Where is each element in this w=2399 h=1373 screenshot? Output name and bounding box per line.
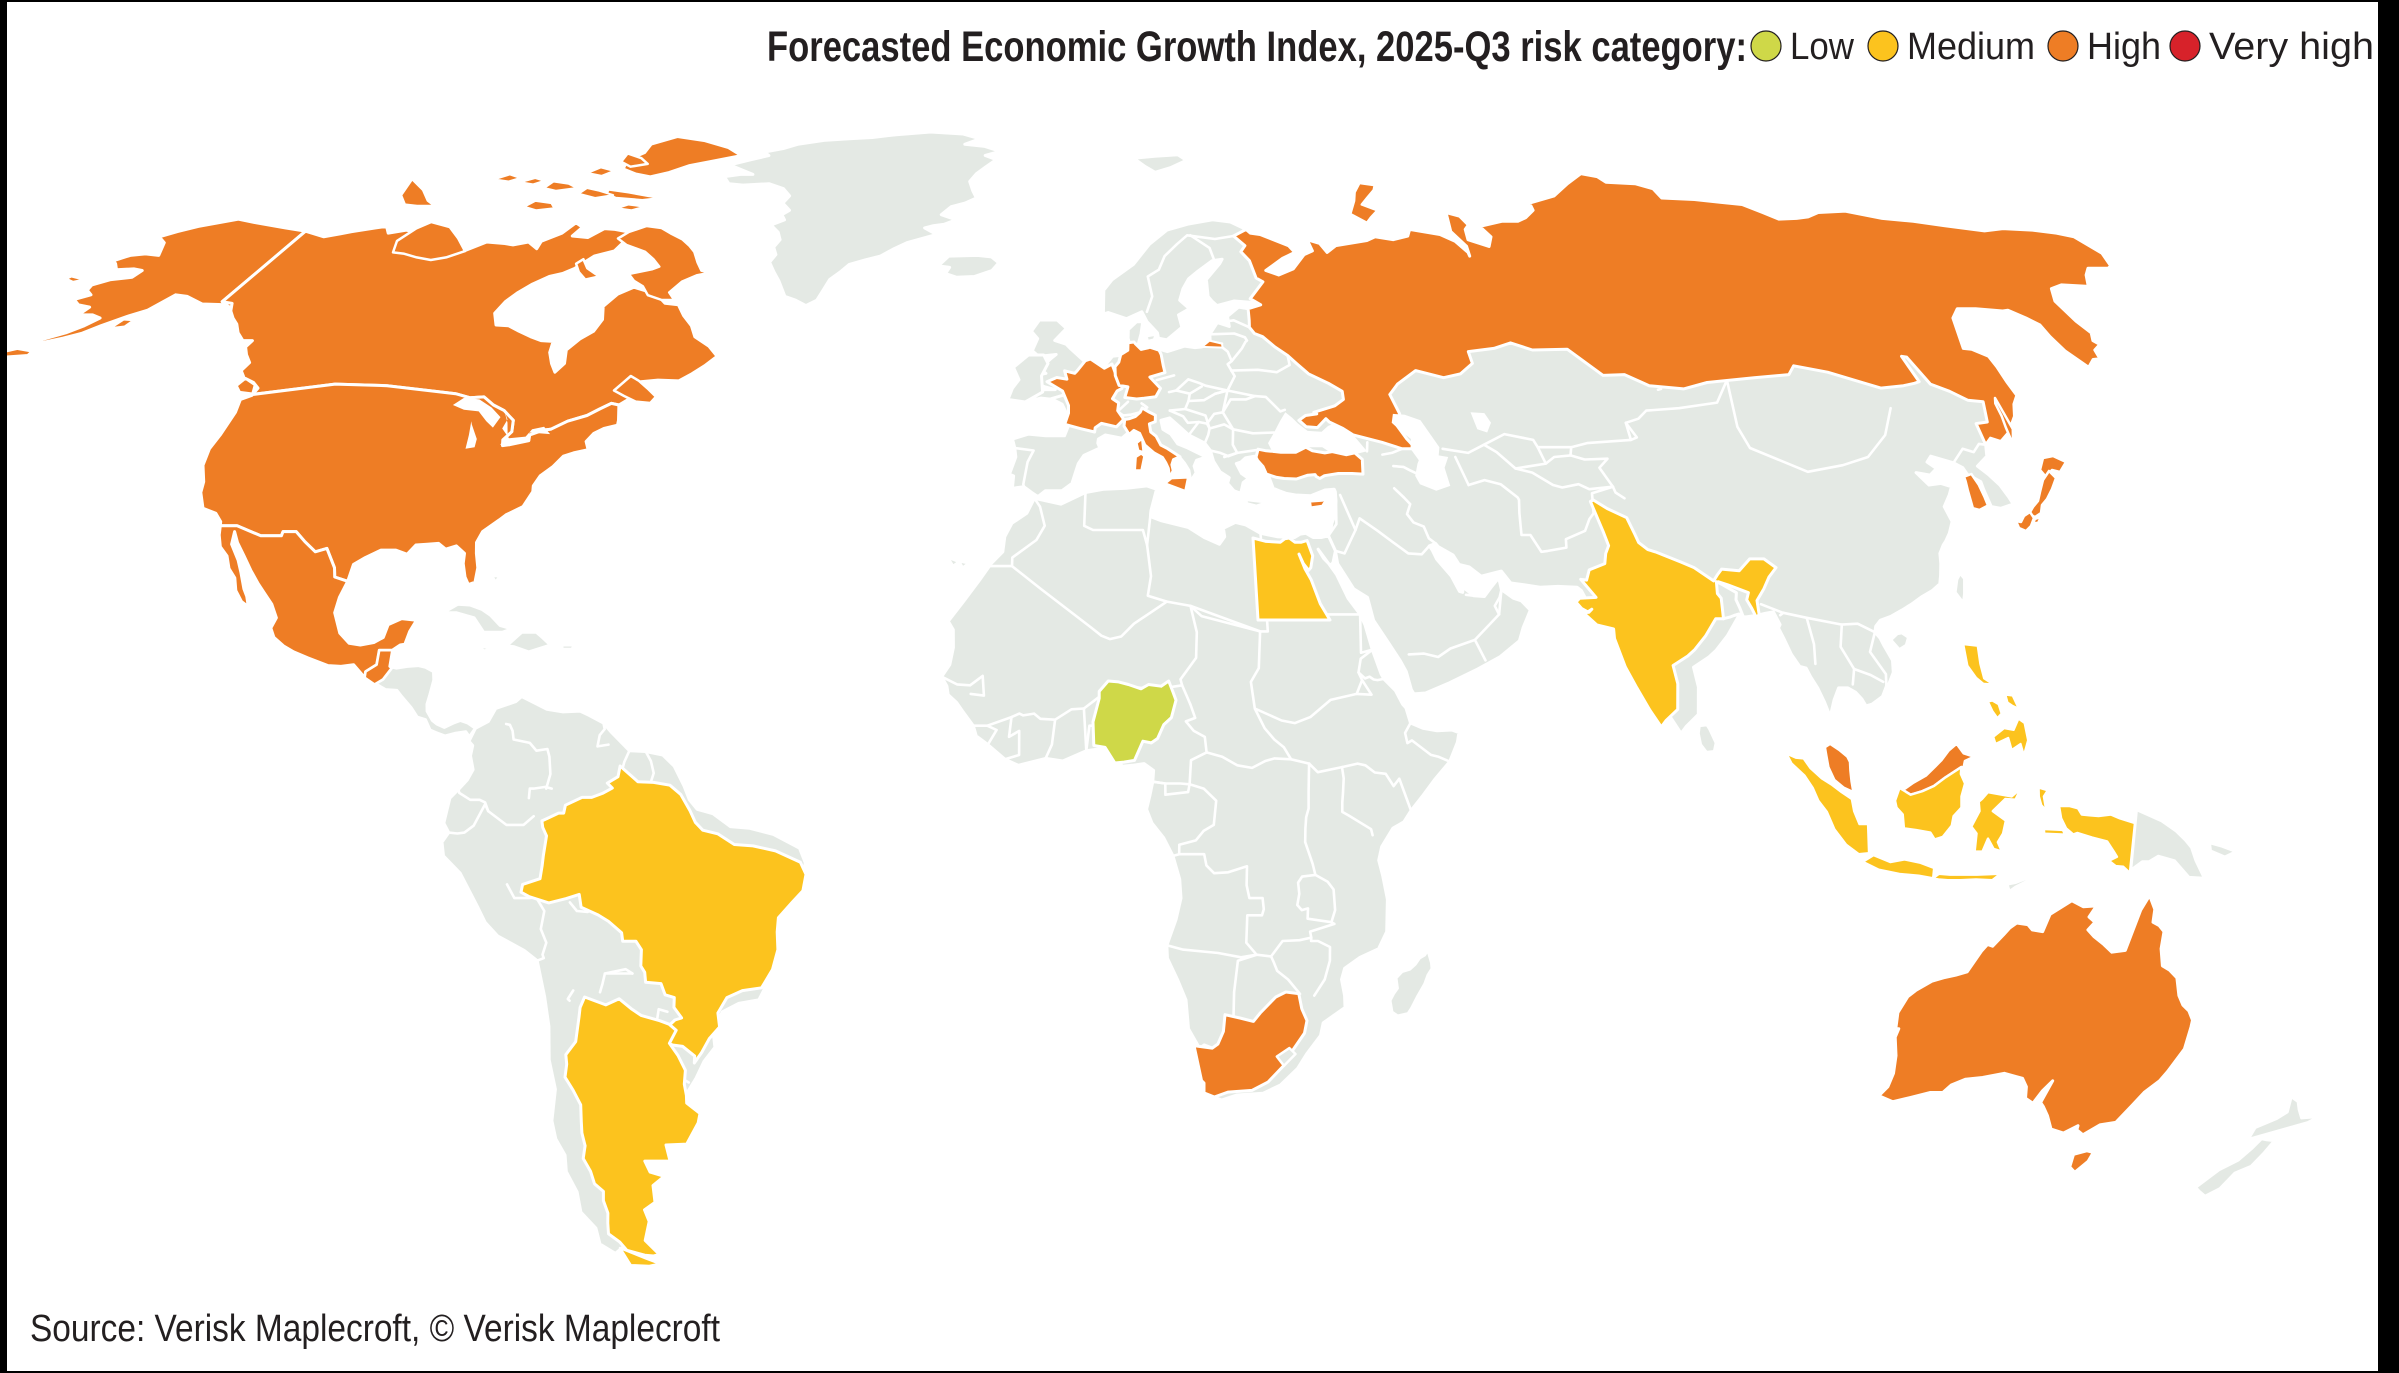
svg-text:Very high: Very high (2209, 26, 2374, 68)
svg-text:High: High (2087, 26, 2161, 68)
svg-text:Forecasted Economic Growth Ind: Forecasted Economic Growth Index, 2025-Q… (767, 23, 1747, 71)
svg-text:Low: Low (1790, 26, 1855, 68)
svg-text:Medium: Medium (1907, 26, 2035, 68)
svg-text:Source: Verisk Maplecroft, © V: Source: Verisk Maplecroft, © Verisk Mapl… (30, 1308, 720, 1350)
